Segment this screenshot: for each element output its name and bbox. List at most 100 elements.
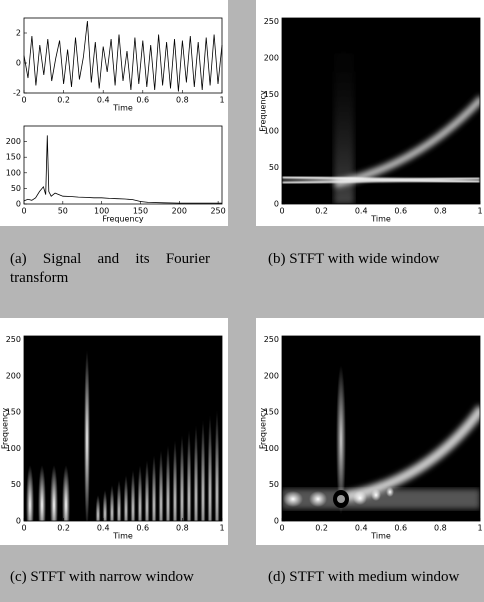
data-line: [23, 135, 222, 204]
caption: (d) STFT with medium window: [268, 569, 460, 585]
y-tick-label: 100: [6, 168, 21, 177]
y-tick-label: 250: [6, 335, 21, 344]
spectrogram-blob: [50, 465, 58, 521]
caption: (b) STFT with wide window: [268, 251, 440, 267]
spectrogram-blob: [200, 419, 206, 521]
y-tick-label: 150: [6, 408, 21, 417]
x-tick-label: 0.8: [434, 524, 447, 533]
x-tick-label: 100: [94, 207, 109, 216]
x-tick-label: 0.4: [355, 524, 368, 533]
spectrogram-blob: [116, 479, 122, 521]
spectrogram-blob: [186, 429, 192, 521]
spectrogram-image: [282, 18, 480, 204]
caption: (a) Signal and its Fourier transform: [10, 251, 210, 286]
y-tick-label: 0: [274, 200, 279, 209]
spectrogram-blob: [158, 449, 164, 521]
y-axis-label: Frequency: [259, 90, 268, 132]
y-tick-label: 0: [274, 517, 279, 526]
spectrogram-blob: [62, 465, 70, 521]
x-tick-label: 0.2: [57, 96, 70, 105]
x-tick-label: 0.2: [315, 524, 328, 533]
x-tick-label: 0: [279, 207, 284, 216]
axes-frame: [281, 17, 481, 205]
x-axis-label: Time: [112, 104, 133, 113]
x-tick-label: 0.8: [176, 524, 189, 533]
x-axis-label: Time: [370, 532, 391, 541]
spectrogram-blob: [123, 474, 129, 521]
spectrogram-blob: [172, 439, 178, 521]
x-tick-label: 0: [21, 207, 26, 216]
spectrogram-blob: [214, 409, 220, 521]
x-tick-label: 0.2: [57, 524, 70, 533]
x-axis-label: Frequency: [102, 215, 144, 224]
x-axis-label: Time: [370, 215, 391, 224]
spectrogram-blob: [179, 434, 185, 521]
y-tick-label: 200: [6, 371, 21, 380]
y-axis-label: Frequency: [1, 408, 10, 450]
y-tick-label: 100: [264, 127, 279, 136]
x-tick-label: 0.4: [355, 207, 368, 216]
spectrogram-blob: [38, 465, 46, 521]
y-tick-label: 0: [16, 517, 21, 526]
y-tick-label: 50: [11, 184, 21, 193]
y-tick-label: 250: [264, 17, 279, 26]
x-tick-label: 0.6: [136, 96, 149, 105]
y-tick-label: 150: [264, 408, 279, 417]
y-tick-label: -2: [13, 89, 21, 98]
y-tick-label: 50: [269, 480, 279, 489]
y-tick-label: 150: [264, 90, 279, 99]
axes-frame: [23, 335, 223, 522]
y-tick-label: 0: [16, 200, 21, 209]
y-tick-label: 150: [6, 153, 21, 162]
x-axis-label: Time: [112, 532, 133, 541]
x-tick-label: 150: [133, 207, 148, 216]
axes-frame: [23, 17, 223, 94]
spectrogram-blob: [137, 464, 143, 521]
spectrogram-blob: [130, 469, 136, 521]
axes-frame: [281, 335, 481, 522]
y-tick-label: 250: [264, 335, 279, 344]
y-tick-label: 200: [6, 137, 21, 146]
y-tick-label: 200: [264, 54, 279, 63]
x-tick-label: 200: [172, 207, 187, 216]
spectrogram-blob: [109, 484, 115, 521]
spectrogram-blob: [95, 495, 101, 521]
y-axis-label: Frequency: [259, 408, 268, 450]
panel-bg: [0, 0, 228, 226]
axes-frame: [23, 125, 223, 205]
x-tick-label: 0: [279, 524, 284, 533]
spectrogram-blob: [193, 424, 199, 521]
x-tick-label: 0.8: [434, 207, 447, 216]
spectrogram-image: [24, 336, 222, 521]
data-line: [23, 20, 223, 92]
y-tick-label: 100: [6, 444, 21, 453]
y-tick-label: 2: [16, 29, 21, 38]
x-tick-label: 250: [210, 207, 225, 216]
x-tick-label: 0.4: [97, 524, 110, 533]
spectrogram-image: [282, 336, 480, 521]
x-tick-label: 1: [219, 524, 224, 533]
y-tick-label: 50: [269, 163, 279, 172]
y-tick-label: 100: [264, 444, 279, 453]
x-tick-label: 0: [21, 96, 26, 105]
x-tick-label: 0.6: [136, 524, 149, 533]
x-tick-label: 0.2: [315, 207, 328, 216]
spectrogram-blob: [144, 459, 150, 521]
x-tick-label: 1: [477, 524, 482, 533]
x-tick-label: 50: [58, 207, 68, 216]
spectrogram-blob: [165, 444, 171, 521]
y-tick-label: 50: [11, 480, 21, 489]
x-tick-label: 0: [21, 524, 26, 533]
x-tick-label: 0.6: [394, 524, 407, 533]
spectrogram-blob: [26, 465, 34, 521]
x-tick-label: 1: [477, 207, 482, 216]
x-tick-label: 1: [219, 96, 224, 105]
y-tick-label: 200: [264, 371, 279, 380]
spectrogram-blob: [102, 490, 108, 521]
spectrogram-blob: [151, 454, 157, 521]
x-tick-label: 0.6: [394, 207, 407, 216]
x-tick-label: 0.8: [176, 96, 189, 105]
x-tick-label: 0.4: [97, 96, 110, 105]
